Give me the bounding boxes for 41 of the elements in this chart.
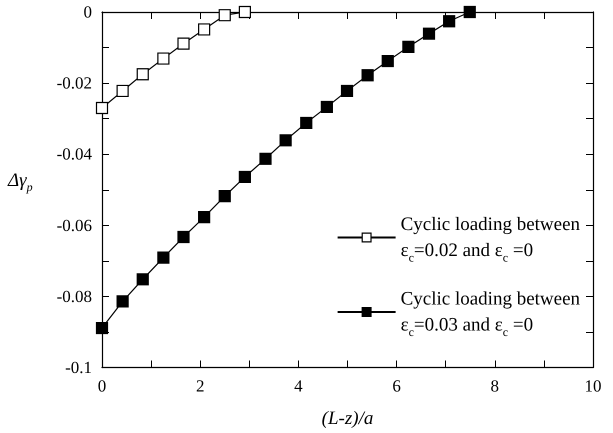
point bbox=[96, 322, 108, 334]
point bbox=[218, 190, 231, 202]
point bbox=[116, 84, 129, 98]
point bbox=[320, 100, 333, 114]
y-tick-label: -0.04 bbox=[56, 144, 92, 164]
y-tick-label: -0.06 bbox=[56, 216, 92, 235]
point bbox=[157, 252, 170, 264]
point bbox=[464, 6, 476, 18]
point bbox=[402, 40, 414, 53]
x-tick-label: 8 bbox=[490, 376, 500, 396]
point bbox=[198, 23, 210, 36]
point bbox=[362, 69, 374, 82]
x-tick-label: 2 bbox=[196, 376, 204, 396]
point bbox=[443, 15, 456, 28]
x-tick-label: 10 bbox=[584, 376, 602, 396]
x-tick-label: 0 bbox=[98, 376, 106, 396]
point bbox=[340, 84, 354, 98]
point bbox=[218, 9, 231, 22]
point bbox=[177, 38, 190, 50]
point bbox=[280, 134, 292, 146]
y-tick-label: 0 bbox=[84, 2, 92, 22]
point bbox=[136, 68, 149, 80]
point bbox=[382, 54, 394, 68]
x-tick-label: 4 bbox=[294, 376, 304, 396]
y-axis-title: Δγ$_{p}$ bbox=[8, 170, 33, 195]
y-tick-label: -0.02 bbox=[56, 74, 92, 93]
point bbox=[300, 116, 312, 130]
y-tick-label: -0.08 bbox=[56, 286, 92, 306]
point bbox=[157, 52, 170, 65]
point bbox=[422, 28, 436, 40]
x-tick-label: 6 bbox=[392, 376, 401, 396]
point bbox=[96, 102, 108, 114]
point bbox=[238, 6, 251, 18]
point bbox=[259, 152, 272, 165]
y-tick-label: -0.1 bbox=[65, 358, 92, 377]
point bbox=[198, 211, 210, 224]
point bbox=[238, 170, 251, 184]
x-axis-title: (L-z)/a bbox=[322, 408, 374, 429]
point bbox=[136, 273, 149, 286]
point bbox=[177, 230, 190, 244]
point bbox=[116, 295, 129, 308]
